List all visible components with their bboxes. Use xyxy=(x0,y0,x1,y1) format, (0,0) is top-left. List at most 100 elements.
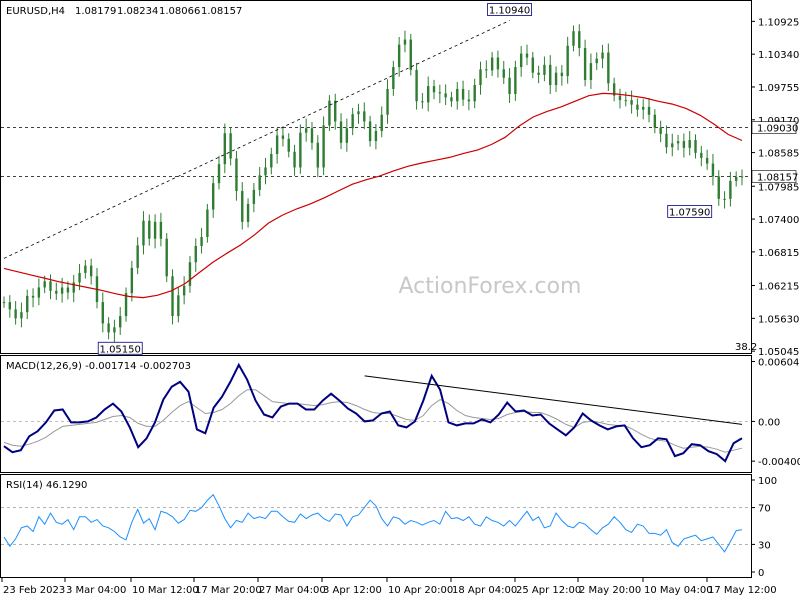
rsi-y-tick-label: 70 xyxy=(758,504,771,515)
candle-body xyxy=(153,221,157,239)
candle-body xyxy=(386,88,389,115)
candle-body xyxy=(345,128,349,143)
macd-trendline xyxy=(364,375,743,425)
x-tick-label: 25 Apr 12:00 xyxy=(516,585,581,596)
price-label: 1.09030 xyxy=(757,124,798,135)
rsi-panel-frame xyxy=(0,474,752,578)
price-y-tick-label: 1.05630 xyxy=(758,314,799,325)
candle-body xyxy=(525,53,529,58)
candle-body xyxy=(583,47,587,80)
candle-body xyxy=(729,180,732,199)
candle-body xyxy=(31,295,35,298)
candle-body xyxy=(403,39,407,45)
candle-body xyxy=(554,72,558,86)
macd-y-tick-label: 0.006049 xyxy=(758,357,800,368)
candle-body xyxy=(235,158,238,192)
candle-body xyxy=(479,69,482,86)
price-y-tick-label: 1.08585 xyxy=(758,149,799,160)
price-y-tick-label: 1.10925 xyxy=(758,17,799,28)
ohlc-high: 1.08234 xyxy=(117,6,158,17)
price-y-tick-label: 1.06215 xyxy=(758,282,799,293)
candle-body xyxy=(647,106,651,115)
candle-body xyxy=(316,142,319,168)
candle-body xyxy=(496,57,500,70)
candle-body xyxy=(624,100,627,102)
candle-body xyxy=(601,52,604,59)
candle-body xyxy=(264,167,267,176)
candle-body xyxy=(705,157,709,164)
fib-level-label: 38.2 xyxy=(735,342,757,353)
price-y-tick-label: 1.07400 xyxy=(758,215,799,226)
candle-body xyxy=(142,220,145,246)
candle-body xyxy=(467,99,471,102)
price-annotation-box xyxy=(667,205,713,218)
macd-panel: 0.006049 0.00 -0.004005 xyxy=(1,357,800,468)
candle-body xyxy=(194,245,197,263)
rsi-y-tick-label: 100 xyxy=(758,476,777,487)
price-y-tick-label: 1.05045 xyxy=(758,347,799,358)
candle-body xyxy=(177,295,180,317)
price-annotation: 1.10940 xyxy=(489,6,530,17)
candle-body xyxy=(258,175,261,190)
candle-body xyxy=(502,69,505,78)
x-tick-label: 23 Feb 2023 xyxy=(3,585,65,596)
candle-body xyxy=(653,114,657,128)
candle-body xyxy=(252,189,256,204)
candle-body xyxy=(26,295,29,313)
x-tick-label: 10 Apr 20:00 xyxy=(388,585,453,596)
candle-body xyxy=(508,77,511,94)
price-panel: 1.10925 1.10340 1.09755 1.09170 1.08585 1.079… xyxy=(1,3,799,358)
candle-body xyxy=(293,151,296,168)
macd-y-tick-label: -0.004005 xyxy=(758,457,800,468)
candle-body xyxy=(415,69,418,102)
candle-body xyxy=(270,154,273,168)
candle-body xyxy=(514,67,517,94)
candle-body xyxy=(357,111,360,115)
candle-body xyxy=(200,237,203,246)
candle-body xyxy=(55,290,58,294)
price-annotation: 1.07590 xyxy=(669,207,710,218)
candle-body xyxy=(717,176,720,199)
candle-body xyxy=(642,106,645,110)
rsi-y-tick-label: 0 xyxy=(758,568,764,579)
candle-body xyxy=(339,121,343,143)
candle-body xyxy=(368,121,372,142)
price-y-tick-label: 1.09170 xyxy=(758,116,799,127)
candle-body xyxy=(136,245,139,268)
moving-average-line xyxy=(3,92,743,299)
candle-body xyxy=(665,133,668,148)
candle-body xyxy=(461,88,465,100)
candle-body xyxy=(20,312,23,319)
candle-body xyxy=(421,101,424,103)
candle-body xyxy=(107,323,110,333)
candle-body xyxy=(211,183,215,210)
candle-body xyxy=(380,114,383,132)
candle-body xyxy=(310,128,314,143)
candle-body xyxy=(549,64,552,86)
chart-symbol: EURUSD,H4 xyxy=(6,6,65,17)
candle-body xyxy=(322,125,325,168)
candle-body xyxy=(682,141,686,148)
candle-body xyxy=(78,272,81,283)
candle-body xyxy=(572,31,575,46)
candle-body xyxy=(101,302,104,324)
candle-body xyxy=(723,198,726,200)
price-y-tick-label: 1.06815 xyxy=(758,248,799,259)
candle-body xyxy=(531,57,535,73)
x-tick-label: 27 Mar 04:00 xyxy=(259,585,326,596)
macd-label: MACD(12,26,9) -0.001714 -0.002703 xyxy=(6,361,191,372)
candle-body xyxy=(694,139,697,153)
candle-body xyxy=(188,262,192,286)
candle-body xyxy=(14,309,17,319)
candle-body xyxy=(636,104,639,110)
candle-body xyxy=(124,293,128,317)
candle-body xyxy=(490,57,494,71)
candle-body xyxy=(119,316,122,328)
candle-body xyxy=(450,97,453,102)
candle-body xyxy=(130,267,134,294)
candle-body xyxy=(281,135,285,139)
price-panel-frame xyxy=(0,0,752,354)
candle-body xyxy=(374,131,378,142)
